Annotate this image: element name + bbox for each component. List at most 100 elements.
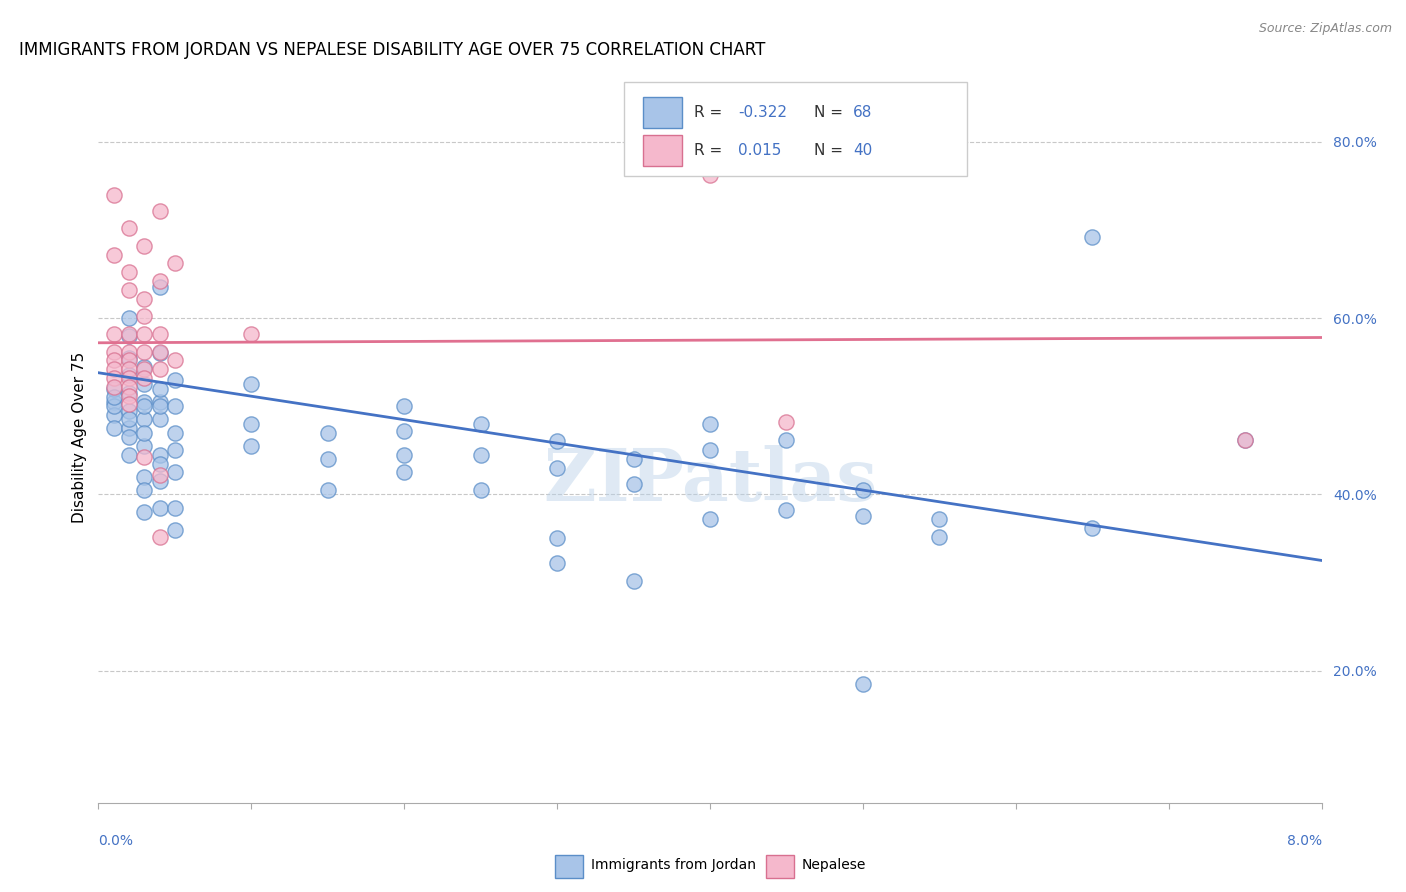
Point [163,353,186,368]
Point [134,371,156,385]
Point [149,500,172,515]
Point [699,417,721,431]
Point [852,677,875,691]
Point [149,344,172,359]
Point [118,351,141,365]
Point [149,457,172,471]
Point [103,353,125,368]
Point [118,380,141,394]
Point [134,394,156,409]
Point [134,326,156,341]
Point [134,505,156,519]
Point [149,448,172,462]
Point [149,382,172,396]
Point [149,326,172,341]
Point [134,399,156,413]
Text: N =: N = [814,105,848,120]
Point [134,362,156,376]
Point [103,362,125,376]
Text: -0.322: -0.322 [738,105,787,120]
Text: R =: R = [695,105,727,120]
Point [103,394,125,409]
Point [392,466,416,480]
Point [316,425,339,440]
Point [699,443,721,458]
Point [1081,230,1104,244]
Point [240,326,263,341]
Point [623,452,645,467]
Point [149,399,172,413]
Point [316,452,339,467]
Point [163,399,186,413]
Point [118,326,141,341]
Point [134,239,156,253]
Point [163,466,186,480]
Point [103,408,125,422]
Point [163,256,186,270]
Point [118,386,141,401]
Text: N =: N = [814,143,848,158]
Text: ZIPatlas: ZIPatlas [543,445,877,516]
Point [134,412,156,426]
Point [1081,521,1104,535]
Point [699,512,721,526]
Point [852,483,875,497]
Point [149,346,172,360]
Y-axis label: Disability Age Over 75: Disability Age Over 75 [72,351,87,523]
Point [316,483,339,497]
Point [134,483,156,497]
Point [928,530,950,544]
FancyBboxPatch shape [643,135,682,166]
Point [103,326,125,341]
Point [392,424,416,438]
Point [149,274,172,288]
Point [928,512,950,526]
Point [134,292,156,306]
Text: 0.015: 0.015 [738,143,782,158]
Point [699,169,721,183]
FancyBboxPatch shape [624,82,967,176]
Point [1234,433,1257,447]
Point [163,373,186,387]
Point [240,377,263,392]
Point [118,397,141,411]
Point [134,344,156,359]
Point [103,421,125,435]
Point [240,439,263,453]
Point [149,474,172,488]
Point [118,328,141,343]
Point [149,280,172,294]
Point [118,448,141,462]
Point [134,359,156,374]
Point [134,377,156,392]
Point [118,403,141,417]
Point [240,417,263,431]
Point [470,417,492,431]
Point [118,421,141,435]
Point [775,415,797,429]
Point [546,556,568,570]
Text: Source: ZipAtlas.com: Source: ZipAtlas.com [1258,22,1392,36]
Point [852,509,875,524]
Point [149,203,172,218]
Point [163,523,186,537]
Point [134,469,156,483]
Text: IMMIGRANTS FROM JORDAN VS NEPALESE DISABILITY AGE OVER 75 CORRELATION CHART: IMMIGRANTS FROM JORDAN VS NEPALESE DISAB… [18,41,765,59]
Text: 0.0%: 0.0% [98,834,134,848]
Point [149,394,172,409]
Text: 8.0%: 8.0% [1286,834,1322,848]
Point [118,362,141,376]
Point [103,382,125,396]
Point [118,389,141,403]
Point [103,371,125,385]
Point [103,344,125,359]
Point [103,380,125,394]
Point [163,443,186,458]
Point [134,425,156,440]
Point [149,530,172,544]
Point [775,433,797,447]
Point [103,247,125,261]
Point [118,371,141,385]
Text: Nepalese: Nepalese [801,858,866,872]
Text: 40: 40 [853,143,872,158]
